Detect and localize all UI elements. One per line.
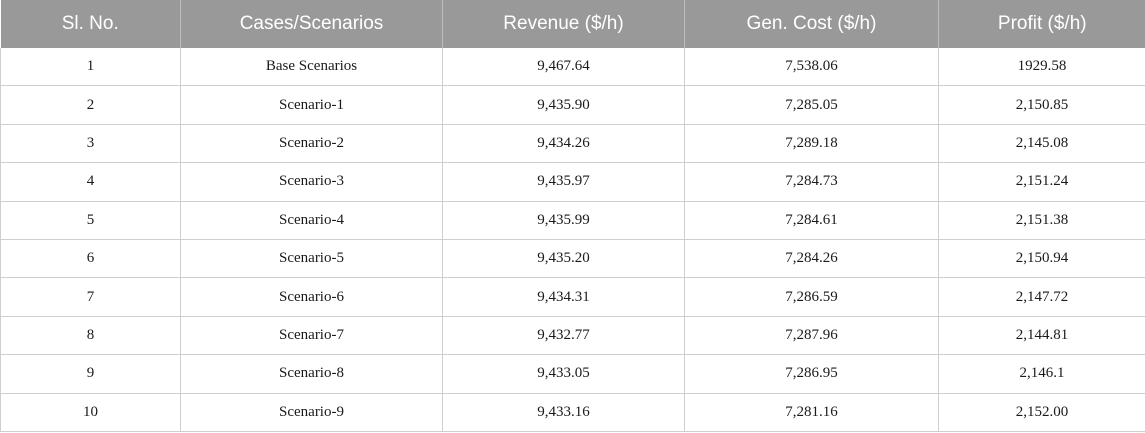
table-row: 2 Scenario-1 9,435.90 7,285.05 2,150.85 <box>0 85 1145 125</box>
table-header-row: Sl. No. Cases/Scenarios Revenue ($/h) Ge… <box>0 0 1145 48</box>
cell-scenario: Scenario-8 <box>180 354 443 394</box>
cell-profit: 2,145.08 <box>938 124 1145 164</box>
cell-sl-no: 2 <box>0 85 181 125</box>
table-row: 8 Scenario-7 9,432.77 7,287.96 2,144.81 <box>0 316 1145 356</box>
cell-revenue: 9,467.64 <box>442 48 685 87</box>
table-row: 7 Scenario-6 9,434.31 7,286.59 2,147.72 <box>0 277 1145 317</box>
cell-revenue: 9,433.05 <box>442 354 685 394</box>
header-revenue: Revenue ($/h) <box>442 0 685 48</box>
cell-gen-cost: 7,284.61 <box>684 201 939 240</box>
header-cases-scenarios: Cases/Scenarios <box>180 0 443 48</box>
header-sl-no: Sl. No. <box>0 0 181 48</box>
cell-scenario: Scenario-4 <box>180 201 443 240</box>
cell-sl-no: 7 <box>0 277 181 317</box>
cell-scenario: Scenario-7 <box>180 316 443 356</box>
cell-profit: 2,146.1 <box>938 354 1145 394</box>
cell-scenario: Base Scenarios <box>180 48 443 87</box>
table-row: 1 Base Scenarios 9,467.64 7,538.06 1929.… <box>0 48 1145 87</box>
cell-gen-cost: 7,284.26 <box>684 239 939 279</box>
cell-sl-no: 9 <box>0 354 181 394</box>
cell-sl-no: 3 <box>0 124 181 164</box>
cell-profit: 2,151.24 <box>938 162 1145 202</box>
table-row: 5 Scenario-4 9,435.99 7,284.61 2,151.38 <box>0 201 1145 240</box>
header-gen-cost: Gen. Cost ($/h) <box>684 0 939 48</box>
table-row: 10 Scenario-9 9,433.16 7,281.16 2,152.00 <box>0 393 1145 432</box>
cell-sl-no: 4 <box>0 162 181 202</box>
cell-gen-cost: 7,285.05 <box>684 85 939 125</box>
cell-revenue: 9,435.90 <box>442 85 685 125</box>
cell-gen-cost: 7,284.73 <box>684 162 939 202</box>
cell-profit: 2,150.94 <box>938 239 1145 279</box>
cell-profit: 2,151.38 <box>938 201 1145 240</box>
cell-revenue: 9,434.31 <box>442 277 685 317</box>
cell-sl-no: 8 <box>0 316 181 356</box>
cell-sl-no: 6 <box>0 239 181 279</box>
cell-gen-cost: 7,286.95 <box>684 354 939 394</box>
cell-sl-no: 1 <box>0 48 181 87</box>
cell-revenue: 9,435.97 <box>442 162 685 202</box>
cell-gen-cost: 7,287.96 <box>684 316 939 356</box>
cell-scenario: Scenario-2 <box>180 124 443 164</box>
cell-scenario: Scenario-5 <box>180 239 443 279</box>
cell-scenario: Scenario-6 <box>180 277 443 317</box>
cell-sl-no: 10 <box>0 393 181 432</box>
table-row: 9 Scenario-8 9,433.05 7,286.95 2,146.1 <box>0 354 1145 394</box>
cell-gen-cost: 7,289.18 <box>684 124 939 164</box>
cell-profit: 2,144.81 <box>938 316 1145 356</box>
cell-scenario: Scenario-9 <box>180 393 443 432</box>
cell-profit: 2,150.85 <box>938 85 1145 125</box>
cell-scenario: Scenario-3 <box>180 162 443 202</box>
cell-revenue: 9,433.16 <box>442 393 685 432</box>
cell-revenue: 9,432.77 <box>442 316 685 356</box>
cell-sl-no: 5 <box>0 201 181 240</box>
cell-profit: 2,152.00 <box>938 393 1145 432</box>
cell-gen-cost: 7,286.59 <box>684 277 939 317</box>
cell-gen-cost: 7,538.06 <box>684 48 939 87</box>
header-profit: Profit ($/h) <box>938 0 1145 48</box>
table-row: 6 Scenario-5 9,435.20 7,284.26 2,150.94 <box>0 239 1145 279</box>
cell-revenue: 9,435.20 <box>442 239 685 279</box>
cell-revenue: 9,434.26 <box>442 124 685 164</box>
table-row: 4 Scenario-3 9,435.97 7,284.73 2,151.24 <box>0 162 1145 202</box>
cell-profit: 2,147.72 <box>938 277 1145 317</box>
cell-gen-cost: 7,281.16 <box>684 393 939 432</box>
cell-profit: 1929.58 <box>938 48 1145 87</box>
cell-revenue: 9,435.99 <box>442 201 685 240</box>
table-row: 3 Scenario-2 9,434.26 7,289.18 2,145.08 <box>0 124 1145 164</box>
cell-scenario: Scenario-1 <box>180 85 443 125</box>
